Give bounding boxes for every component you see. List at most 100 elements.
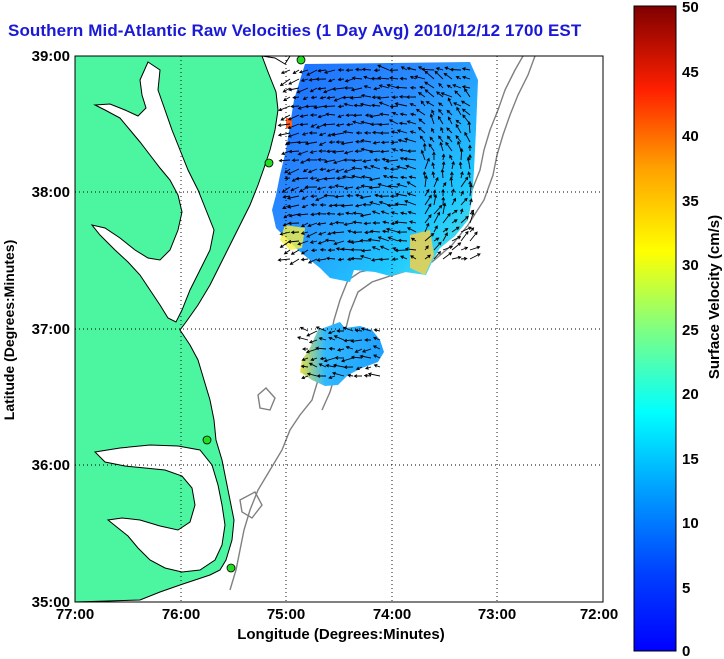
velocity-arrow — [323, 176, 336, 181]
velocity-arrow — [442, 202, 447, 215]
velocity-arrow — [369, 229, 381, 234]
velocity-arrow — [436, 91, 444, 98]
velocity-arrow — [388, 119, 399, 125]
velocity-arrow — [280, 114, 291, 121]
y-tick: 39:00 — [32, 48, 70, 65]
velocity-arrow — [446, 135, 453, 143]
velocity-arrow — [316, 374, 326, 378]
y-tick: 37:00 — [32, 321, 70, 338]
velocity-arrow — [300, 159, 309, 164]
velocity-arrow — [365, 366, 372, 370]
velocity-arrow — [323, 357, 336, 363]
velocity-arrow — [371, 95, 381, 100]
velocity-arrow — [343, 86, 354, 90]
velocity-arrow — [360, 248, 372, 253]
velocity-arrow — [283, 249, 291, 255]
velocity-arrow — [346, 193, 354, 198]
velocity-arrow — [334, 194, 345, 199]
velocity-arrow — [424, 194, 432, 206]
velocity-arrow — [370, 76, 381, 81]
velocity-arrow — [360, 93, 372, 98]
velocity-arrow — [354, 193, 363, 198]
velocity-arrow — [282, 195, 291, 199]
velocity-arrow — [322, 122, 336, 127]
velocity-arrow — [379, 245, 390, 251]
velocity-arrow — [327, 78, 336, 83]
velocity-arrow — [315, 326, 327, 332]
velocity-arrow — [391, 148, 399, 152]
velocity-arrow — [279, 78, 291, 87]
velocity-arrow — [433, 204, 443, 215]
velocity-arrow — [354, 203, 363, 208]
velocity-arrow — [380, 210, 390, 215]
velocity-arrow — [461, 75, 471, 80]
velocity-arrow — [407, 210, 417, 215]
velocity-arrow — [329, 221, 336, 226]
velocity-arrow — [301, 375, 309, 380]
grid-lines — [75, 56, 603, 602]
velocity-arrow — [342, 130, 354, 134]
velocity-arrow — [363, 84, 372, 89]
velocity-arrow — [439, 141, 444, 152]
velocity-arrow — [406, 192, 417, 197]
velocity-arrow — [460, 176, 469, 188]
velocity-arrow — [315, 346, 327, 351]
velocity-arrow — [364, 113, 372, 118]
velocity-arrow — [424, 188, 430, 197]
velocity-arrow — [341, 357, 354, 363]
velocity-arrow — [298, 69, 309, 74]
velocity-arrow — [337, 104, 345, 109]
velocity-arrow — [378, 84, 390, 89]
velocity-arrow — [399, 112, 408, 117]
velocity-arrow — [380, 140, 390, 145]
velocity-arrow — [318, 336, 327, 341]
velocity-arrow — [406, 181, 417, 188]
colorbar-tick: 45 — [682, 64, 699, 81]
velocity-arrow — [390, 130, 399, 134]
velocity-arrow — [352, 113, 363, 118]
velocity-arrow — [351, 174, 363, 179]
velocity-arrow — [355, 139, 363, 144]
velocity-arrow — [396, 129, 408, 134]
velocity-arrow — [335, 168, 345, 173]
velocity-arrow — [352, 230, 363, 235]
velocity-arrow — [409, 130, 417, 134]
velocity-arrow — [287, 123, 300, 130]
velocity-arrow — [341, 175, 354, 179]
velocity-arrow — [433, 225, 438, 233]
velocity-arrow — [343, 168, 354, 173]
velocity-arrow — [361, 348, 372, 353]
velocity-arrow — [373, 68, 381, 73]
velocity-arrow — [442, 232, 448, 242]
velocity-arrow — [397, 238, 408, 243]
velocity-arrow — [315, 195, 327, 202]
velocity-arrow — [406, 149, 417, 153]
velocity-arrow — [288, 87, 300, 92]
velocity-arrow — [373, 328, 381, 333]
velocity-arrow — [433, 193, 438, 206]
velocity-arrow — [310, 123, 318, 128]
velocity-arrow — [300, 78, 309, 82]
velocity-arrow — [277, 123, 291, 127]
velocity-arrow — [336, 348, 345, 352]
velocity-arrow — [323, 69, 336, 74]
velocity-arrow — [431, 161, 435, 170]
y-tick: 36:00 — [32, 457, 70, 474]
velocity-arrow — [456, 106, 462, 116]
velocity-arrow — [367, 237, 381, 242]
velocity-arrow — [460, 171, 464, 179]
velocity-arrow — [363, 131, 372, 135]
velocity-arrow — [351, 166, 363, 170]
velocity-arrow — [306, 330, 318, 337]
velocity-arrow — [360, 138, 372, 143]
velocity-arrow — [429, 136, 435, 143]
velocity-arrow — [288, 78, 300, 85]
velocity-arrow — [325, 112, 336, 117]
velocity-arrow — [354, 328, 363, 333]
velocity-arrow — [278, 105, 291, 112]
velocity-arrow — [433, 211, 441, 224]
velocity-arrow — [419, 85, 426, 90]
velocity-arrow — [431, 127, 435, 134]
